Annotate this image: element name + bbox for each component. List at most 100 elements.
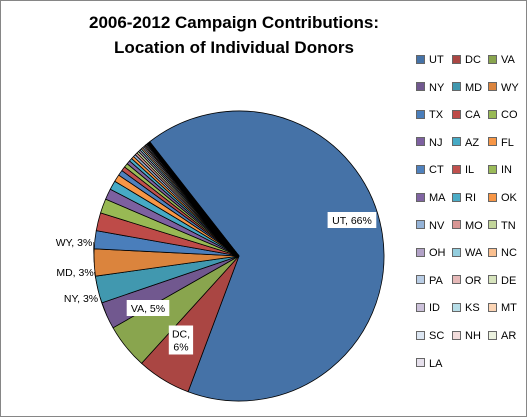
legend-swatch-az — [452, 137, 461, 147]
data-label-md: MD, 3% — [56, 267, 93, 279]
legend-swatch-ar — [488, 330, 497, 340]
legend-item-or: OR — [452, 273, 482, 289]
data-label-ut: UT, 66% — [332, 215, 372, 227]
legend-swatch-va — [488, 54, 497, 64]
legend-label-ca: CA — [465, 109, 481, 122]
legend-label-tx: TX — [429, 109, 444, 122]
chart-title: 2006-2012 Campaign Contributions: Locati… — [69, 10, 399, 60]
legend-item-az: AZ — [452, 135, 479, 151]
legend-swatch-wa — [452, 247, 461, 257]
legend: UT DC VA NY MD WY TX CA CO NJ AZ FL CT IL IN MA RI OK NV MO… — [416, 52, 526, 402]
legend-swatch-ma — [416, 192, 425, 202]
legend-item-in: IN — [488, 162, 512, 178]
legend-item-va: VA — [488, 52, 515, 68]
legend-label-ri: RI — [465, 192, 476, 204]
legend-label-ct: CT — [429, 164, 444, 177]
legend-label-nj: NJ — [429, 136, 443, 149]
legend-label-mt: MT — [501, 302, 517, 315]
legend-item-ca: CA — [452, 107, 480, 123]
legend-swatch-oh — [416, 247, 425, 257]
legend-item-fl: FL — [488, 135, 514, 151]
legend-swatch-in — [488, 164, 497, 174]
legend-swatch-nc — [488, 247, 497, 257]
legend-label-ma: MA — [429, 192, 446, 204]
data-label-bg-dc — [168, 325, 194, 355]
legend-swatch-ct — [416, 164, 425, 174]
legend-swatch-nv — [416, 220, 425, 230]
legend-label-ut: UT — [429, 54, 444, 66]
pie-slices — [93, 110, 385, 402]
legend-swatch-ny — [416, 82, 425, 92]
data-label-va: VA, 5% — [131, 303, 165, 315]
legend-label-il: IL — [465, 164, 475, 177]
pie-slice-la — [148, 141, 240, 257]
legend-label-sc: SC — [429, 330, 445, 342]
legend-item-wy: WY — [488, 80, 519, 96]
legend-label-nc: NC — [501, 247, 517, 260]
legend-item-wa: WA — [452, 245, 482, 261]
legend-swatch-de — [488, 275, 497, 285]
legend-item-nv: NV — [416, 218, 444, 234]
legend-item-co: CO — [488, 107, 518, 123]
legend-label-tn: TN — [501, 219, 516, 232]
legend-swatch-tn — [488, 220, 497, 230]
legend-label-nh: NH — [465, 330, 481, 342]
legend-swatch-sc — [416, 330, 425, 340]
legend-item-ut: UT — [416, 52, 444, 68]
legend-swatch-id — [416, 302, 425, 312]
legend-label-wa: WA — [465, 247, 483, 260]
legend-label-md: MD — [465, 81, 483, 94]
legend-item-mt: MT — [488, 300, 517, 316]
legend-label-ar: AR — [501, 330, 517, 342]
data-label-bg-ut — [327, 212, 377, 228]
legend-label-co: CO — [501, 109, 518, 122]
legend-swatch-ca — [452, 109, 461, 119]
chart-title-line-2: Location of Individual Donors — [114, 38, 354, 57]
legend-item-id: ID — [416, 300, 440, 316]
legend-item-la: LA — [416, 356, 442, 372]
legend-label-oh: OH — [429, 247, 446, 260]
legend-label-fl: FL — [501, 136, 514, 149]
legend-label-dc: DC — [465, 54, 481, 66]
legend-item-ri: RI — [452, 190, 476, 206]
leader-line-ny — [100, 297, 108, 316]
legend-swatch-ks — [452, 302, 461, 312]
legend-item-ks: KS — [452, 300, 480, 316]
legend-item-md: MD — [452, 80, 482, 96]
legend-swatch-tx — [416, 109, 425, 119]
data-label-ny: NY, 3% — [64, 293, 98, 305]
legend-item-ct: CT — [416, 162, 444, 178]
legend-swatch-il — [452, 164, 461, 174]
legend-item-ar: AR — [488, 328, 516, 344]
legend-label-id: ID — [429, 302, 440, 315]
legend-label-az: AZ — [465, 136, 480, 149]
legend-label-mo: MO — [465, 219, 483, 232]
legend-item-sc: SC — [416, 328, 444, 344]
legend-swatch-fl — [488, 137, 497, 147]
legend-label-ks: KS — [465, 302, 480, 315]
legend-label-de: DE — [501, 274, 517, 287]
legend-item-ok: OK — [488, 190, 517, 206]
legend-label-or: OR — [465, 274, 482, 287]
legend-item-oh: OH — [416, 245, 446, 261]
legend-item-de: DE — [488, 273, 516, 289]
legend-item-il: IL — [452, 162, 474, 178]
legend-swatch-md — [452, 82, 461, 92]
legend-label-pa: PA — [429, 274, 443, 287]
legend-item-pa: PA — [416, 273, 443, 289]
legend-swatch-la — [416, 358, 425, 368]
legend-swatch-or — [452, 275, 461, 285]
legend-swatch-co — [488, 109, 497, 119]
legend-label-ny: NY — [429, 81, 445, 94]
chart-title-line-1: 2006-2012 Campaign Contributions: — [88, 13, 379, 32]
legend-label-ok: OK — [501, 192, 517, 204]
data-label-dc: DC, 6% — [172, 329, 190, 354]
pie-slice-ut — [149, 110, 385, 402]
legend-swatch-ut — [416, 54, 425, 64]
data-labels: UT, 66% DC, 6% VA, 5% NY, 3% MD, 3% WY, 3% — [56, 212, 377, 355]
legend-swatch-ri — [452, 192, 461, 202]
legend-label-wy: WY — [501, 81, 519, 94]
leader-line-md — [94, 271, 99, 290]
